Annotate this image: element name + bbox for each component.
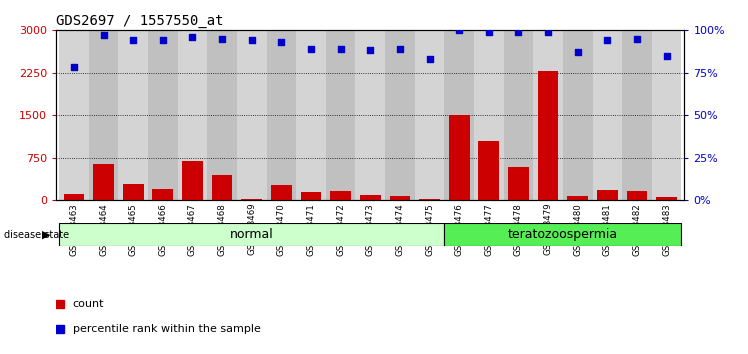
Bar xyxy=(242,199,262,200)
Point xyxy=(571,49,583,55)
Point xyxy=(631,36,643,41)
Point xyxy=(305,46,317,52)
Bar xyxy=(118,30,148,200)
Bar xyxy=(656,196,677,200)
Point xyxy=(542,29,554,35)
Point xyxy=(601,38,613,43)
Bar xyxy=(503,30,533,200)
Text: teratozoospermia: teratozoospermia xyxy=(508,228,618,241)
Bar xyxy=(444,223,681,246)
Point xyxy=(660,53,672,58)
Bar xyxy=(538,71,559,200)
Point xyxy=(186,34,198,40)
Point xyxy=(394,46,406,52)
Bar xyxy=(563,30,592,200)
Bar xyxy=(592,30,622,200)
Bar xyxy=(652,30,681,200)
Point xyxy=(334,46,346,52)
Bar xyxy=(597,190,618,200)
Point xyxy=(275,39,287,45)
Point xyxy=(364,48,376,53)
Point xyxy=(68,65,80,70)
Point xyxy=(246,38,258,43)
Point xyxy=(453,27,465,33)
Bar xyxy=(123,184,144,200)
Bar xyxy=(419,199,440,200)
Bar xyxy=(207,30,237,200)
Text: GDS2697 / 1557550_at: GDS2697 / 1557550_at xyxy=(56,14,224,28)
Text: percentile rank within the sample: percentile rank within the sample xyxy=(73,324,260,334)
Point xyxy=(157,38,169,43)
Bar xyxy=(182,161,203,200)
Bar xyxy=(360,195,381,200)
Bar xyxy=(153,189,174,200)
Bar xyxy=(148,30,177,200)
Bar xyxy=(449,115,470,200)
Bar xyxy=(533,30,563,200)
Point xyxy=(423,56,435,62)
Text: normal: normal xyxy=(230,228,274,241)
Bar xyxy=(444,30,474,200)
Point xyxy=(216,36,228,41)
Bar xyxy=(331,191,351,200)
Text: ▶: ▶ xyxy=(43,229,51,240)
Point xyxy=(512,29,524,35)
Bar xyxy=(479,141,499,200)
Bar xyxy=(474,30,503,200)
Bar xyxy=(390,196,410,200)
Bar xyxy=(301,192,322,200)
Text: count: count xyxy=(73,299,104,309)
Bar xyxy=(355,30,385,200)
Bar xyxy=(212,175,233,200)
Bar xyxy=(271,185,292,200)
Bar xyxy=(508,167,529,200)
Bar xyxy=(627,191,647,200)
Point xyxy=(482,29,494,35)
Bar xyxy=(89,30,118,200)
Bar xyxy=(64,194,85,200)
Bar xyxy=(94,164,114,200)
Bar xyxy=(296,30,326,200)
Bar xyxy=(622,30,652,200)
Bar xyxy=(59,223,444,246)
Bar xyxy=(567,196,588,200)
Bar xyxy=(266,30,296,200)
Bar xyxy=(177,30,207,200)
Point xyxy=(97,32,109,38)
Bar xyxy=(414,30,444,200)
Bar xyxy=(59,30,89,200)
Point xyxy=(127,38,139,43)
Bar xyxy=(237,30,266,200)
Text: disease state: disease state xyxy=(4,229,69,240)
Bar xyxy=(385,30,414,200)
Bar xyxy=(326,30,355,200)
